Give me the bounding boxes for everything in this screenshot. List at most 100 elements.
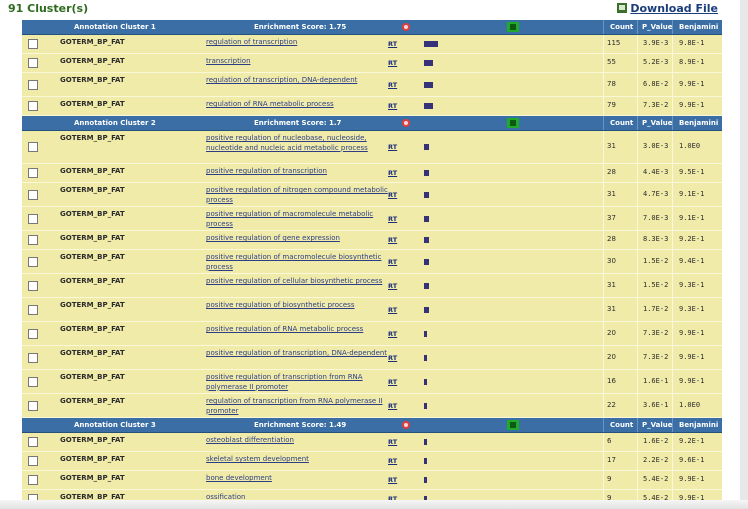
benjamini-header: Benjamini — [679, 119, 719, 127]
term-link[interactable]: ossification — [206, 493, 246, 501]
p-value-header: P_Value — [642, 23, 673, 31]
column-divider — [672, 207, 673, 230]
heatmap-icon[interactable] — [507, 118, 519, 128]
rt-link[interactable]: RT — [388, 354, 398, 362]
rt-link[interactable]: RT — [388, 457, 398, 465]
enrichment-bar[interactable] — [424, 82, 433, 88]
download-file-link[interactable]: Download File — [617, 2, 718, 15]
column-divider — [603, 346, 604, 369]
count-value: 16 — [607, 377, 616, 385]
enrichment-bar[interactable] — [424, 283, 429, 289]
row-checkbox[interactable] — [28, 305, 38, 315]
term-link[interactable]: regulation of transcription from RNA pol… — [206, 397, 383, 415]
term-link[interactable]: positive regulation of transcription, DN… — [206, 349, 388, 357]
enrichment-bar[interactable] — [424, 355, 427, 361]
term-link[interactable]: bone development — [206, 474, 272, 482]
rt-link[interactable]: RT — [388, 306, 398, 314]
term-link[interactable]: regulation of RNA metabolic process — [206, 100, 334, 108]
row-checkbox[interactable] — [28, 329, 38, 339]
enrichment-bar[interactable] — [424, 403, 427, 409]
rt-link[interactable]: RT — [388, 143, 398, 151]
enrichment-bar[interactable] — [424, 458, 427, 464]
term-link[interactable]: positive regulation of RNA metabolic pro… — [206, 325, 364, 333]
row-checkbox[interactable] — [28, 235, 38, 245]
rt-link[interactable]: RT — [388, 169, 398, 177]
term-link[interactable]: skeletal system development — [206, 455, 309, 463]
enrichment-bar[interactable] — [424, 439, 427, 445]
rt-link[interactable]: RT — [388, 476, 398, 484]
rt-link[interactable]: RT — [388, 81, 398, 89]
row-checkbox[interactable] — [28, 281, 38, 291]
row-checkbox[interactable] — [28, 39, 38, 49]
term-link[interactable]: regulation of transcription, DNA-depende… — [206, 76, 358, 84]
cluster-header: Annotation Cluster 2 Enrichment Score: 1.… — [22, 116, 722, 131]
rt-link[interactable]: RT — [388, 236, 398, 244]
count-value: 79 — [607, 101, 616, 109]
term-link[interactable]: positive regulation of nucleobase, nucle… — [206, 134, 368, 152]
enrichment-bar[interactable] — [424, 477, 427, 483]
enrichment-bar[interactable] — [424, 170, 429, 176]
rt-link[interactable]: RT — [388, 402, 398, 410]
gene-list-icon[interactable] — [402, 23, 410, 31]
enrichment-bar[interactable] — [424, 237, 429, 243]
benjamini-value: 9.2E-1 — [679, 235, 705, 243]
rt-link[interactable]: RT — [388, 191, 398, 199]
enrichment-bar[interactable] — [424, 216, 429, 222]
term-link[interactable]: positive regulation of transcription fro… — [206, 373, 363, 391]
column-divider — [637, 73, 638, 96]
term-link[interactable]: positive regulation of cellular biosynth… — [206, 277, 383, 285]
enrichment-bar[interactable] — [424, 60, 433, 66]
row-checkbox[interactable] — [28, 190, 38, 200]
rt-link[interactable]: RT — [388, 495, 398, 503]
enrichment-bar[interactable] — [424, 192, 429, 198]
enrichment-bar[interactable] — [424, 307, 429, 313]
term-link[interactable]: positive regulation of gene expression — [206, 234, 340, 242]
rt-link[interactable]: RT — [388, 330, 398, 338]
term-link[interactable]: osteoblast differentiation — [206, 436, 294, 444]
term-link[interactable]: positive regulation of transcription — [206, 167, 327, 175]
enrichment-bar[interactable] — [424, 41, 438, 47]
row-checkbox[interactable] — [28, 475, 38, 485]
rt-link[interactable]: RT — [388, 438, 398, 446]
row-checkbox[interactable] — [28, 58, 38, 68]
row-checkbox[interactable] — [28, 101, 38, 111]
rt-link[interactable]: RT — [388, 215, 398, 223]
rt-link[interactable]: RT — [388, 258, 398, 266]
heatmap-icon[interactable] — [507, 420, 519, 430]
enrichment-bar[interactable] — [424, 496, 427, 502]
column-divider — [672, 346, 673, 369]
row-checkbox[interactable] — [28, 377, 38, 387]
term-link[interactable]: transcription — [206, 57, 251, 65]
heatmap-icon[interactable] — [507, 22, 519, 32]
row-checkbox[interactable] — [28, 401, 38, 411]
rt-link[interactable]: RT — [388, 59, 398, 67]
column-divider — [637, 490, 638, 508]
row-checkbox[interactable] — [28, 142, 38, 152]
rt-link[interactable]: RT — [388, 102, 398, 110]
enrichment-bar[interactable] — [424, 144, 429, 150]
enrichment-bar[interactable] — [424, 379, 427, 385]
term-link[interactable]: positive regulation of macromolecule bio… — [206, 253, 382, 271]
rt-link[interactable]: RT — [388, 378, 398, 386]
benjamini-value: 9.1E-1 — [679, 190, 705, 198]
enrichment-bar[interactable] — [424, 259, 429, 265]
rt-link[interactable]: RT — [388, 40, 398, 48]
gene-list-icon[interactable] — [402, 421, 410, 429]
count-value: 6 — [607, 437, 612, 445]
term-link[interactable]: positive regulation of nitrogen compound… — [206, 186, 388, 204]
term-link[interactable]: regulation of transcription — [206, 38, 298, 46]
term-link[interactable]: positive regulation of macromolecule met… — [206, 210, 374, 228]
row-checkbox[interactable] — [28, 456, 38, 466]
gene-list-icon[interactable] — [402, 119, 410, 127]
column-divider — [637, 346, 638, 369]
term-link[interactable]: positive regulation of biosynthetic proc… — [206, 301, 355, 309]
enrichment-bar[interactable] — [424, 331, 427, 337]
rt-link[interactable]: RT — [388, 282, 398, 290]
row-checkbox[interactable] — [28, 437, 38, 447]
row-checkbox[interactable] — [28, 80, 38, 90]
row-checkbox[interactable] — [28, 214, 38, 224]
row-checkbox[interactable] — [28, 353, 38, 363]
row-checkbox[interactable] — [28, 257, 38, 267]
row-checkbox[interactable] — [28, 168, 38, 178]
enrichment-bar[interactable] — [424, 103, 433, 109]
